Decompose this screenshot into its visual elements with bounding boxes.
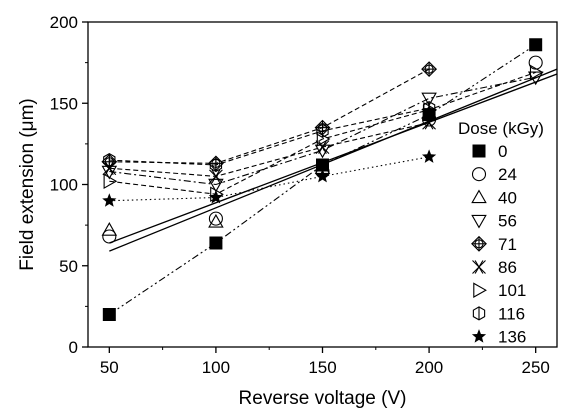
y-tick-label: 0 <box>69 338 78 357</box>
series-line-116 <box>109 107 430 166</box>
y-tick-label: 50 <box>59 257 78 276</box>
series-line-71 <box>109 68 430 164</box>
data-point-116 <box>103 152 116 168</box>
x-tick-label: 100 <box>202 358 230 377</box>
legend-label: 71 <box>498 235 517 254</box>
legend-title: Dose (kGy) <box>458 119 544 138</box>
data-point-136 <box>102 193 117 207</box>
data-point-56 <box>421 92 437 107</box>
y-tick-label: 200 <box>50 13 78 32</box>
legend-marker-116 <box>472 306 486 321</box>
legend-marker-136 <box>471 329 487 343</box>
data-markers <box>101 38 544 321</box>
y-tick-label: 100 <box>50 176 78 195</box>
data-point-40 <box>208 213 224 228</box>
legend-marker-0 <box>472 144 486 158</box>
legend-label: 101 <box>498 281 526 300</box>
data-point-101 <box>316 131 331 147</box>
data-point-71 <box>421 61 438 78</box>
legend-marker-56 <box>471 214 487 229</box>
legend-label: 116 <box>498 304 525 323</box>
data-point-116 <box>209 157 223 173</box>
data-point-101 <box>529 64 544 81</box>
data-point-24 <box>102 229 117 244</box>
data-point-0 <box>102 308 116 321</box>
data-point-116 <box>316 123 329 139</box>
series-line-101 <box>109 71 536 195</box>
legend-marker-71 <box>471 235 487 252</box>
data-point-0 <box>529 38 543 52</box>
data-point-101 <box>103 173 118 190</box>
data-point-136 <box>208 190 224 204</box>
legend-marker-24 <box>471 167 487 182</box>
x-tick-label: 200 <box>415 358 443 377</box>
data-point-86 <box>315 140 330 155</box>
y-tick-label: 150 <box>50 94 78 113</box>
fit-lines <box>109 68 557 252</box>
y-axis-title: Field extension (μm) <box>17 98 38 271</box>
x-tick-label: 250 <box>521 358 549 377</box>
data-point-0 <box>209 236 223 250</box>
series-line-56 <box>109 76 536 186</box>
series-line-136 <box>109 156 430 202</box>
legend-marker-101 <box>473 282 487 298</box>
legend-label: 0 <box>498 142 507 161</box>
fit-line <box>109 68 557 252</box>
legend-label: 86 <box>498 258 517 277</box>
data-point-24 <box>208 211 223 226</box>
legend-marker-86 <box>472 260 486 274</box>
fit-line <box>109 73 557 244</box>
legend-label: 136 <box>498 328 526 347</box>
legend: Dose (kGy) 0 24 40 56 71 86 101 116 136 <box>458 119 544 347</box>
data-point-136 <box>421 149 437 163</box>
data-point-136 <box>315 168 330 183</box>
x-tick-label: 50 <box>100 358 119 377</box>
legend-label: 56 <box>498 212 517 231</box>
x-axis-title: Reverse voltage (V) <box>239 388 407 409</box>
series-line-86 <box>109 122 430 177</box>
data-point-86 <box>422 115 436 130</box>
data-point-86 <box>209 169 223 184</box>
legend-marker-40 <box>471 189 487 204</box>
data-point-116 <box>422 100 436 116</box>
data-point-40 <box>101 222 118 236</box>
plot-area <box>87 21 558 348</box>
axes: 50 100 150 200 250 0 50 100 150 200 <box>50 13 550 377</box>
legend-label: 40 <box>498 188 517 207</box>
legend-label: 24 <box>498 165 517 184</box>
data-point-24 <box>528 55 543 70</box>
x-tick-label: 150 <box>308 358 336 377</box>
data-point-56 <box>208 178 224 193</box>
